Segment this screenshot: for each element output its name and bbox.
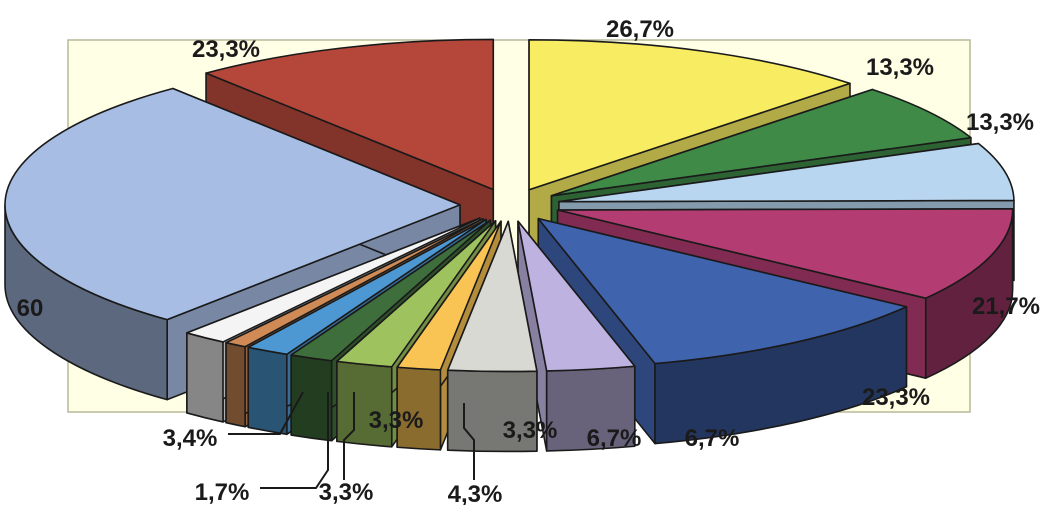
- slice-outer-wall: [225, 341, 246, 428]
- slice-top: [558, 142, 1015, 203]
- slice-label: 21,7%: [972, 293, 1040, 320]
- slice-label: 13,3%: [966, 109, 1034, 136]
- slice-top: [396, 220, 502, 371]
- slice-top: [186, 217, 481, 343]
- slice-label: 13,3%: [866, 54, 934, 81]
- slice-label: 4,3%: [448, 481, 503, 505]
- slice-label: 6,7%: [587, 425, 642, 452]
- slice-top: [336, 219, 497, 368]
- slice-label: 23,3%: [192, 36, 260, 63]
- slice-label: 3,4%: [163, 425, 218, 452]
- slice-labels: 26,7% 13,3% 13,3% 21,7% 23,3% 6,7% 6,7% 3,3% 4,3…: [17, 16, 1040, 505]
- slice-top: [205, 38, 495, 191]
- slice-top: [517, 220, 636, 372]
- slice-top: [537, 217, 908, 365]
- slice-label: 1,7%: [195, 479, 250, 505]
- pie-slices: [4, 38, 1015, 453]
- slice-top: [247, 218, 487, 356]
- slice-top: [556, 208, 1014, 299]
- slice-label: 3,3%: [503, 417, 558, 444]
- slice-label: 26,7%: [606, 16, 674, 43]
- slice-label: 60: [17, 295, 44, 322]
- slice-label: 6,7%: [685, 425, 740, 452]
- leader-lines: [228, 391, 475, 489]
- pie-slice: [517, 220, 636, 452]
- slice-top: [528, 38, 851, 191]
- slice-top: [550, 88, 972, 197]
- slice-top: [446, 220, 538, 373]
- slice-label: 3,3%: [319, 479, 374, 505]
- pie-slice: [537, 217, 908, 445]
- slice-outer-wall: [290, 354, 333, 442]
- slice-top: [290, 219, 492, 362]
- leader-line: [343, 392, 355, 480]
- slice-label: 3,3%: [369, 407, 424, 434]
- slice-outer-wall: [247, 346, 288, 436]
- slice-outer-wall: [186, 332, 224, 423]
- pie-slice: [446, 220, 538, 453]
- leader-line: [228, 391, 304, 435]
- leader-line: [260, 392, 329, 489]
- leader-line: [463, 403, 475, 480]
- slice-top: [4, 87, 461, 321]
- slice-label: 23,3%: [862, 384, 930, 411]
- slice-top: [225, 218, 484, 348]
- slice-outer-wall: [336, 360, 393, 448]
